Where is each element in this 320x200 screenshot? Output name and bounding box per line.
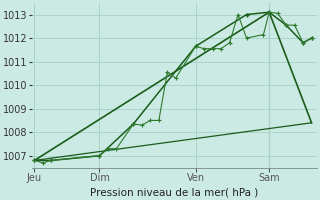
X-axis label: Pression niveau de la mer( hPa ): Pression niveau de la mer( hPa ) — [90, 187, 259, 197]
